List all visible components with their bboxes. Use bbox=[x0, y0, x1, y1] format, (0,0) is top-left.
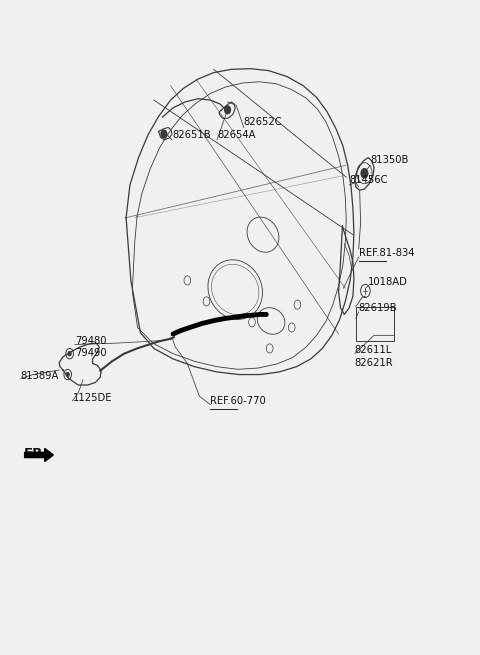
Text: 82654A: 82654A bbox=[217, 130, 255, 140]
Text: FR.: FR. bbox=[24, 447, 48, 460]
Text: 79490: 79490 bbox=[75, 348, 107, 358]
Text: 82651B: 82651B bbox=[172, 130, 211, 140]
Text: 81456C: 81456C bbox=[349, 175, 388, 185]
Text: 81389A: 81389A bbox=[21, 371, 59, 381]
Text: 1018AD: 1018AD bbox=[368, 277, 408, 287]
Text: REF.60-770: REF.60-770 bbox=[210, 396, 266, 406]
Text: 82611L: 82611L bbox=[355, 345, 392, 355]
Text: 82619B: 82619B bbox=[359, 303, 397, 313]
Circle shape bbox=[66, 373, 69, 377]
Text: 79480: 79480 bbox=[75, 336, 107, 346]
Circle shape bbox=[68, 352, 71, 356]
FancyArrow shape bbox=[24, 449, 53, 462]
Circle shape bbox=[161, 130, 167, 138]
Text: 1125DE: 1125DE bbox=[72, 392, 112, 403]
Text: 81350B: 81350B bbox=[370, 155, 408, 166]
Text: REF.81-834: REF.81-834 bbox=[359, 248, 414, 258]
Circle shape bbox=[225, 106, 230, 114]
Text: 82652C: 82652C bbox=[244, 117, 282, 128]
Text: 82621R: 82621R bbox=[355, 358, 394, 368]
Circle shape bbox=[361, 169, 368, 178]
